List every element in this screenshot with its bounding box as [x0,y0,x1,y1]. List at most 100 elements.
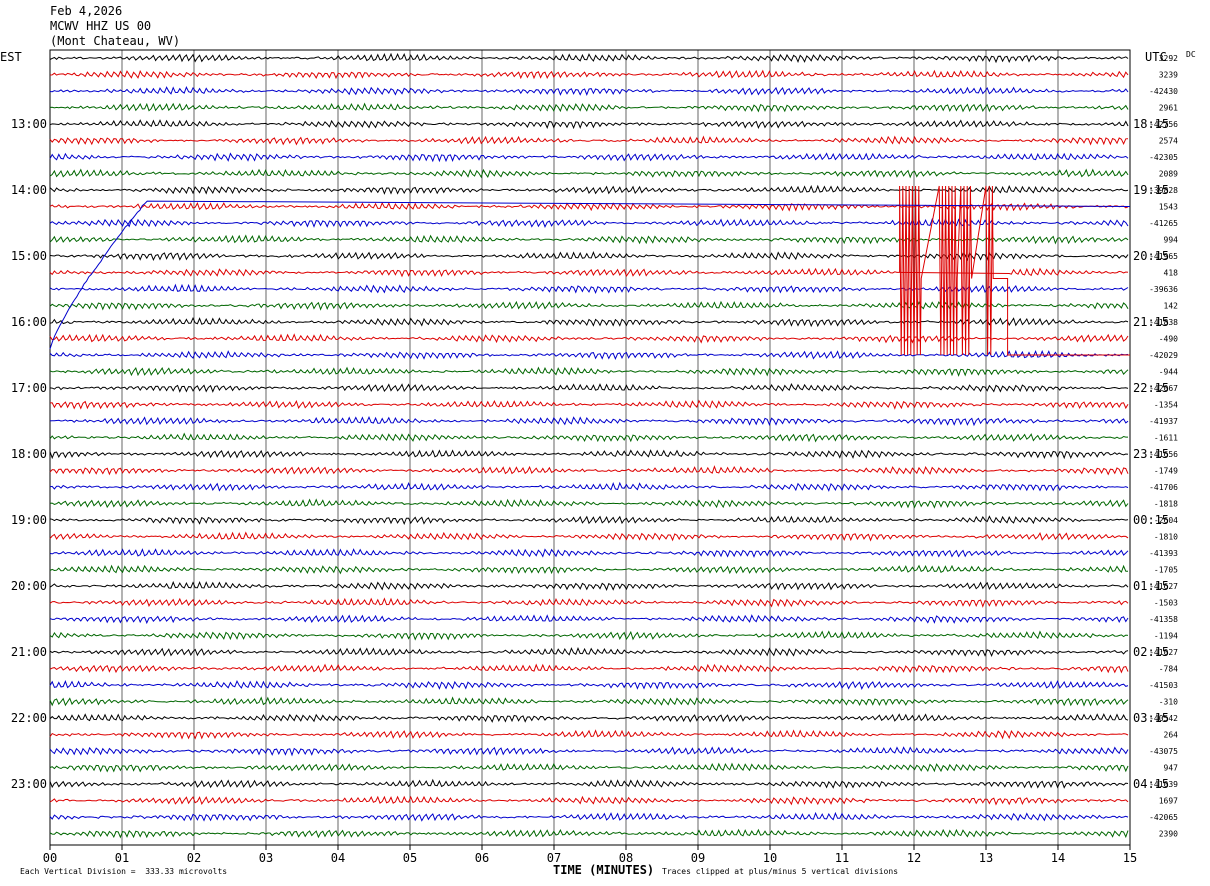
dc-offset-label: 2390 [1159,830,1178,839]
seismic-trace [49,366,1129,377]
seismic-trace [49,267,1129,278]
seismic-trace [49,168,1129,179]
dc-offset-label: 2089 [1159,170,1178,179]
seismic-trace [49,317,1129,328]
dc-offset-label: -41358 [1149,615,1178,624]
x-tick-label: 04 [331,851,345,865]
seismic-trace [49,746,1129,757]
x-tick-label: 10 [763,851,777,865]
dc-offset-label: 2961 [1159,104,1178,113]
step-artifact-trace [49,200,1131,350]
x-tick-label: 09 [691,851,705,865]
dc-offset-label: 947 [1164,764,1179,773]
chart-header: Feb 4,2026 MCWV HHZ US 00 (Mont Chateau,… [50,4,180,49]
plot-frame [49,49,1131,846]
seismic-trace [49,515,1129,526]
seismic-trace [49,69,1129,80]
utc-hour-label: 00:15 [1133,513,1169,527]
dc-offset-label: -1705 [1154,566,1178,575]
dc-offset-label: -1810 [1154,533,1178,542]
utc-hour-label: 01:15 [1133,579,1169,593]
dc-offset-label: 3239 [1159,71,1178,80]
dc-offset-label: -41656 [1149,450,1178,459]
dc-offset-label: -2604 [1154,516,1178,525]
dc-offset-label: -490 [1159,335,1178,344]
utc-hour-label: 18:15 [1133,117,1169,131]
x-tick-label: 00 [43,851,57,865]
dc-offset-label: -41503 [1149,681,1178,690]
seismic-trace [49,811,1129,822]
dc-offset-label: -784 [1159,665,1178,674]
dc-offset-label: -41265 [1149,219,1178,228]
dc-offset-label: -42756 [1149,120,1178,129]
seismic-trace [49,548,1129,558]
date-label: Feb 4,2026 [50,4,123,18]
seismic-trace [49,646,1129,657]
dc-offset-label: 142 [1164,302,1179,311]
dc-offset-label: -41039 [1149,780,1178,789]
seismic-trace [49,201,1129,212]
station-label: MCWV HHZ US 00 [50,19,152,33]
utc-hour-label: 21:15 [1133,315,1169,329]
seismic-trace [49,564,1128,575]
dc-offset-label: -40542 [1149,714,1178,723]
dc-offset-label: -41627 [1149,582,1178,591]
x-tick-label: 03 [259,851,273,865]
x-tick-label: 02 [187,851,201,865]
seismic-trace [49,580,1129,592]
clipped-event-burst [899,185,1130,356]
est-hour-label: 17:00 [11,381,47,395]
est-hour-label: 19:00 [11,513,47,527]
x-tick-label: 07 [547,851,561,865]
seismic-trace [49,630,1129,641]
dc-offset-label: -41937 [1149,417,1178,426]
dc-offset-label: -42029 [1149,351,1178,360]
est-hour-label: 21:00 [11,645,47,659]
dc-offset-label: -39828 [1149,186,1178,195]
scale-note: Each Vertical Division = 333.33 microvol… [20,867,228,876]
seismic-trace [49,828,1129,839]
seismic-trace [49,52,1129,64]
dc-offset-label: 994 [1164,236,1179,245]
est-hour-label: 15:00 [11,249,47,263]
location-label: (Mont Chateau, WV) [50,34,181,48]
dc-offset-label: 3292 [1159,54,1178,63]
x-tick-label: 11 [835,851,849,865]
seismic-trace [49,119,1129,130]
seismic-trace [49,498,1129,509]
est-hour-label: 18:00 [11,447,47,461]
dc-offset-label: -41706 [1149,483,1178,492]
seismic-trace [49,432,1128,443]
dc-offset-label: -42430 [1149,87,1178,96]
x-tick-label: 15 [1123,851,1137,865]
utc-hour-label: 20:15 [1133,249,1169,263]
seismic-trace [49,481,1129,492]
dc-header-label: DC [1186,50,1196,59]
seismic-trace [49,531,1129,542]
dc-offset-label: 1543 [1159,203,1178,212]
seismic-trace [49,300,1129,311]
seismic-trace [49,383,1129,393]
dc-offset-label: -41393 [1149,549,1178,558]
utc-hour-label: 22:15 [1133,381,1169,395]
dc-offset-label: -41838 [1149,318,1178,327]
seismic-trace [49,399,1129,410]
dc-offset-label: -42067 [1149,384,1178,393]
utc-hour-label: 19:15 [1133,183,1169,197]
seismic-trace [49,415,1129,427]
est-hour-label: 16:00 [11,315,47,329]
est-hour-label: 23:00 [11,777,47,791]
seismic-trace [49,729,1129,740]
seismic-trace [49,614,1129,625]
x-tick-label: 05 [403,851,417,865]
dc-offset-label: -1503 [1154,599,1178,608]
seismic-trace [49,778,1129,789]
left-timezone-label: EST [0,50,22,64]
seismic-trace [49,465,1129,476]
dc-offset-label: -42065 [1149,813,1178,822]
utc-hour-label: 03:15 [1133,711,1169,725]
x-tick-label: 08 [619,851,633,865]
seismic-trace [49,135,1129,146]
x-tick-label: 06 [475,851,489,865]
est-hour-label: 14:00 [11,183,47,197]
